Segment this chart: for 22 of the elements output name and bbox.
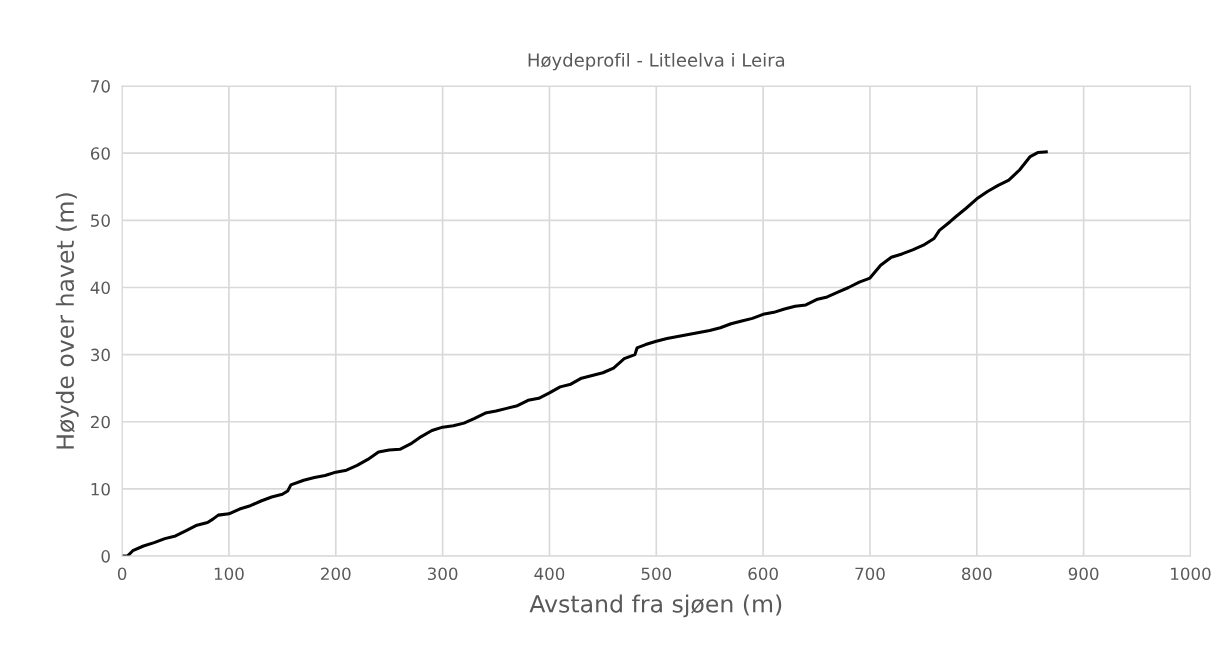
y-tick-label: 10	[91, 482, 110, 496]
x-tick-label: 1000	[1171, 567, 1211, 581]
y-tick-label: 30	[91, 348, 110, 362]
x-tick-label: 900	[1068, 567, 1099, 581]
y-tick-label: 50	[91, 214, 110, 227]
y-tick-label: 60	[90, 147, 110, 160]
y-tick-label: 70	[91, 80, 110, 93]
x-axis-title: Avstand fra sjøen (m)	[529, 594, 782, 618]
y-tick-label: 20	[91, 415, 110, 429]
x-tick-label: 500	[641, 567, 672, 581]
y-tick-label: 0	[101, 550, 110, 563]
x-tick-label: 600	[748, 567, 778, 581]
x-tick-label: 200	[321, 567, 351, 581]
x-tick-label: 400	[534, 567, 565, 581]
chart-title: Høydeprofil - Litleelva i Leira	[528, 52, 785, 71]
y-tick-label: 40	[90, 281, 110, 295]
x-tick-label: 300	[427, 567, 458, 581]
x-tick-label: 100	[214, 567, 244, 581]
x-tick-label: 0	[117, 567, 127, 581]
x-tick-label: 800	[962, 567, 992, 581]
y-axis-title: Høyde over havet (m)	[55, 193, 79, 449]
x-tick-label: 700	[855, 567, 885, 581]
